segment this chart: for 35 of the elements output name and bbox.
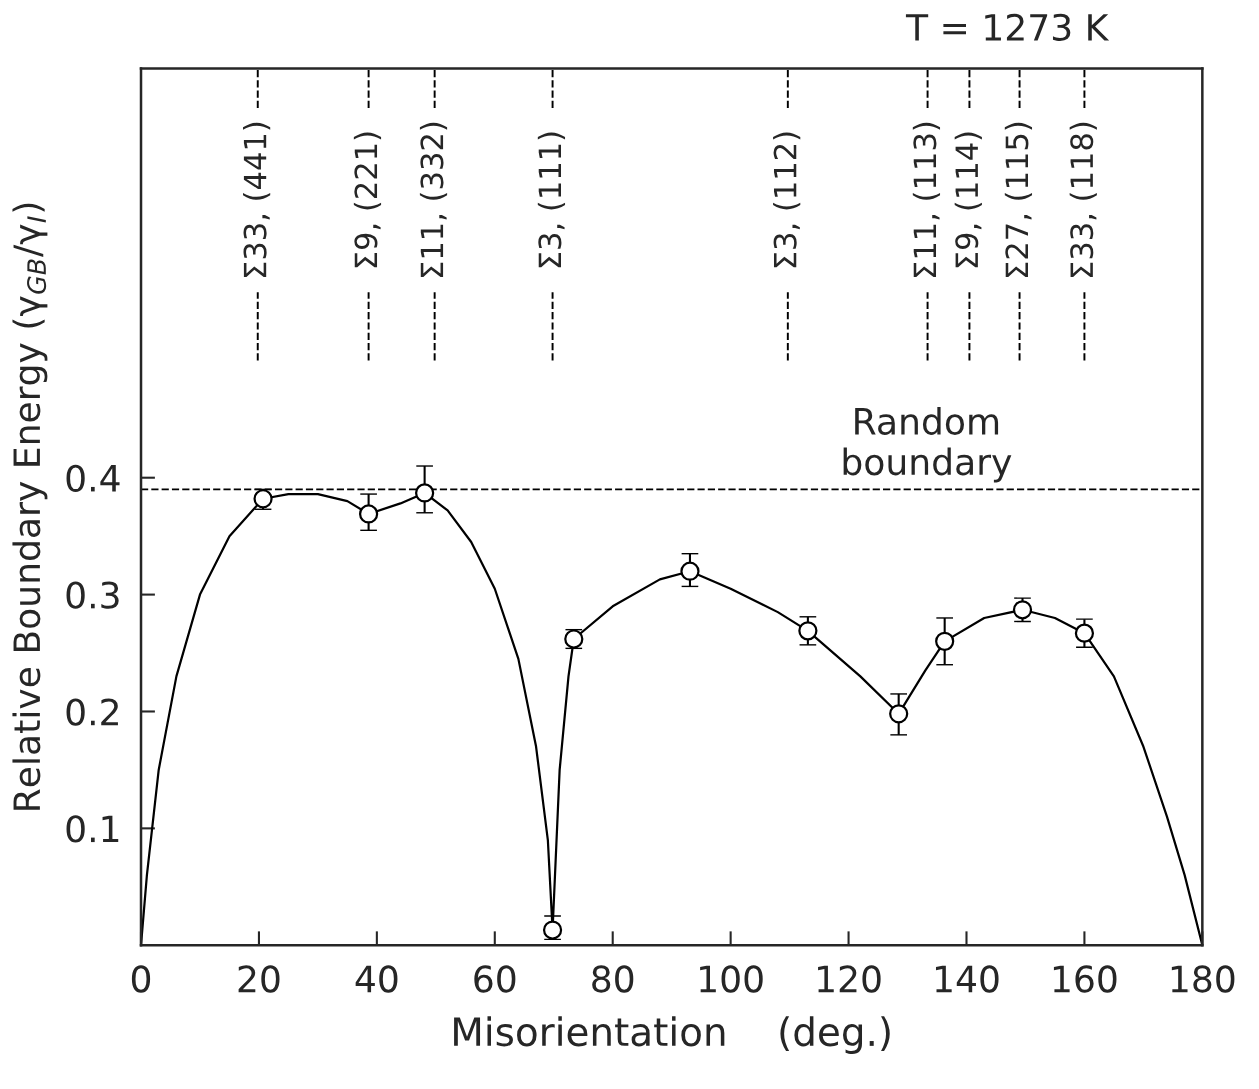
y-tick-label: 0.3 xyxy=(66,581,119,609)
x-tick-label: 140 xyxy=(936,965,999,993)
ref-line-label: Σ11, (113) xyxy=(912,122,941,277)
ref-line-label: Σ33, (118) xyxy=(1069,122,1097,277)
point xyxy=(680,561,700,581)
point xyxy=(889,704,909,724)
ref-line-label: Σ3, (111) xyxy=(537,132,566,268)
x-axis-title: Misorientation (deg.) xyxy=(454,1016,890,1054)
x-tick-label: 180 xyxy=(1171,965,1235,993)
x-tick-label: 100 xyxy=(700,965,763,993)
x-tick-label: 60 xyxy=(474,965,516,993)
point xyxy=(358,504,379,524)
point xyxy=(415,483,435,503)
ref-line-label: Σ27, (115) xyxy=(1004,122,1033,277)
ref-line-label: Σ11, (332) xyxy=(419,122,448,277)
point xyxy=(798,621,818,641)
ref-line-label: Random boundary xyxy=(843,407,1012,483)
y-tick-label: 0.4 xyxy=(66,464,120,492)
y-tick-label: 0.1 xyxy=(66,815,119,843)
ref-line-label: Σ3, (112) xyxy=(773,132,801,268)
x-tick-label: 0 xyxy=(131,965,151,993)
x-tick-label: 160 xyxy=(1053,965,1117,993)
ref-line-label: Σ9, (114) xyxy=(954,132,982,268)
y-axis-title: Relative Boundary Energy (γ$_{GB}$/γ$_{I}$) xyxy=(12,203,48,810)
y-tick-label: 0.2 xyxy=(66,698,118,726)
point xyxy=(935,631,955,651)
text: T = 1273 K xyxy=(905,13,1110,41)
x-tick-label: 20 xyxy=(238,965,280,993)
ref-line-label: Σ33, (441) xyxy=(243,122,271,277)
x-tick-label: 80 xyxy=(592,965,634,993)
x-tick-label: 120 xyxy=(818,965,881,993)
point xyxy=(1074,623,1095,643)
ref-line-label: Σ9, (221) xyxy=(353,132,382,268)
point xyxy=(542,920,563,940)
x-tick-label: 40 xyxy=(355,965,398,993)
